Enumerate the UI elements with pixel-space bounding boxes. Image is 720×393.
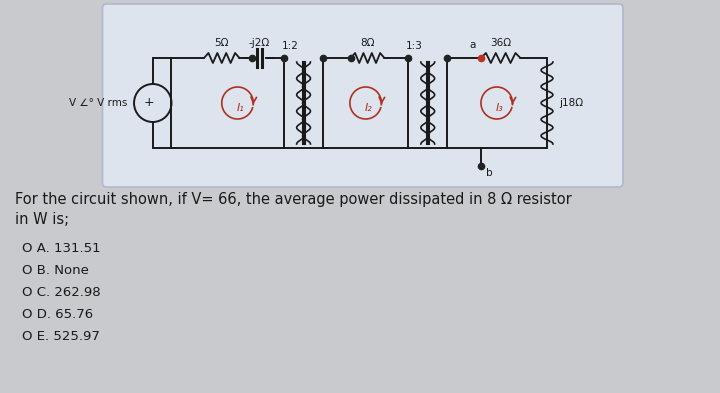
Text: O B. None: O B. None	[22, 264, 89, 277]
Text: +: +	[143, 97, 154, 110]
Text: V ∠° V rms: V ∠° V rms	[69, 98, 127, 108]
Text: For the circuit shown, if V= 66, the average power dissipated in 8 Ω resistor: For the circuit shown, if V= 66, the ave…	[15, 192, 572, 207]
Text: j18Ω: j18Ω	[559, 98, 583, 108]
Text: in W is;: in W is;	[15, 212, 69, 227]
Text: I₁: I₁	[237, 103, 244, 113]
Text: 1:2: 1:2	[282, 41, 298, 51]
Text: 36Ω: 36Ω	[490, 38, 511, 48]
Text: I₃: I₃	[496, 103, 503, 113]
Text: b: b	[486, 168, 492, 178]
Text: 5Ω: 5Ω	[215, 38, 229, 48]
Text: a: a	[469, 40, 476, 50]
Text: I₂: I₂	[365, 103, 372, 113]
Text: O A. 131.51: O A. 131.51	[22, 242, 100, 255]
Text: 8Ω: 8Ω	[361, 38, 375, 48]
Text: -j2Ω: -j2Ω	[248, 38, 270, 48]
Text: 1:3: 1:3	[405, 41, 423, 51]
Text: O E. 525.97: O E. 525.97	[22, 330, 99, 343]
Text: O D. 65.76: O D. 65.76	[22, 308, 93, 321]
Text: O C. 262.98: O C. 262.98	[22, 286, 100, 299]
FancyBboxPatch shape	[102, 4, 623, 187]
